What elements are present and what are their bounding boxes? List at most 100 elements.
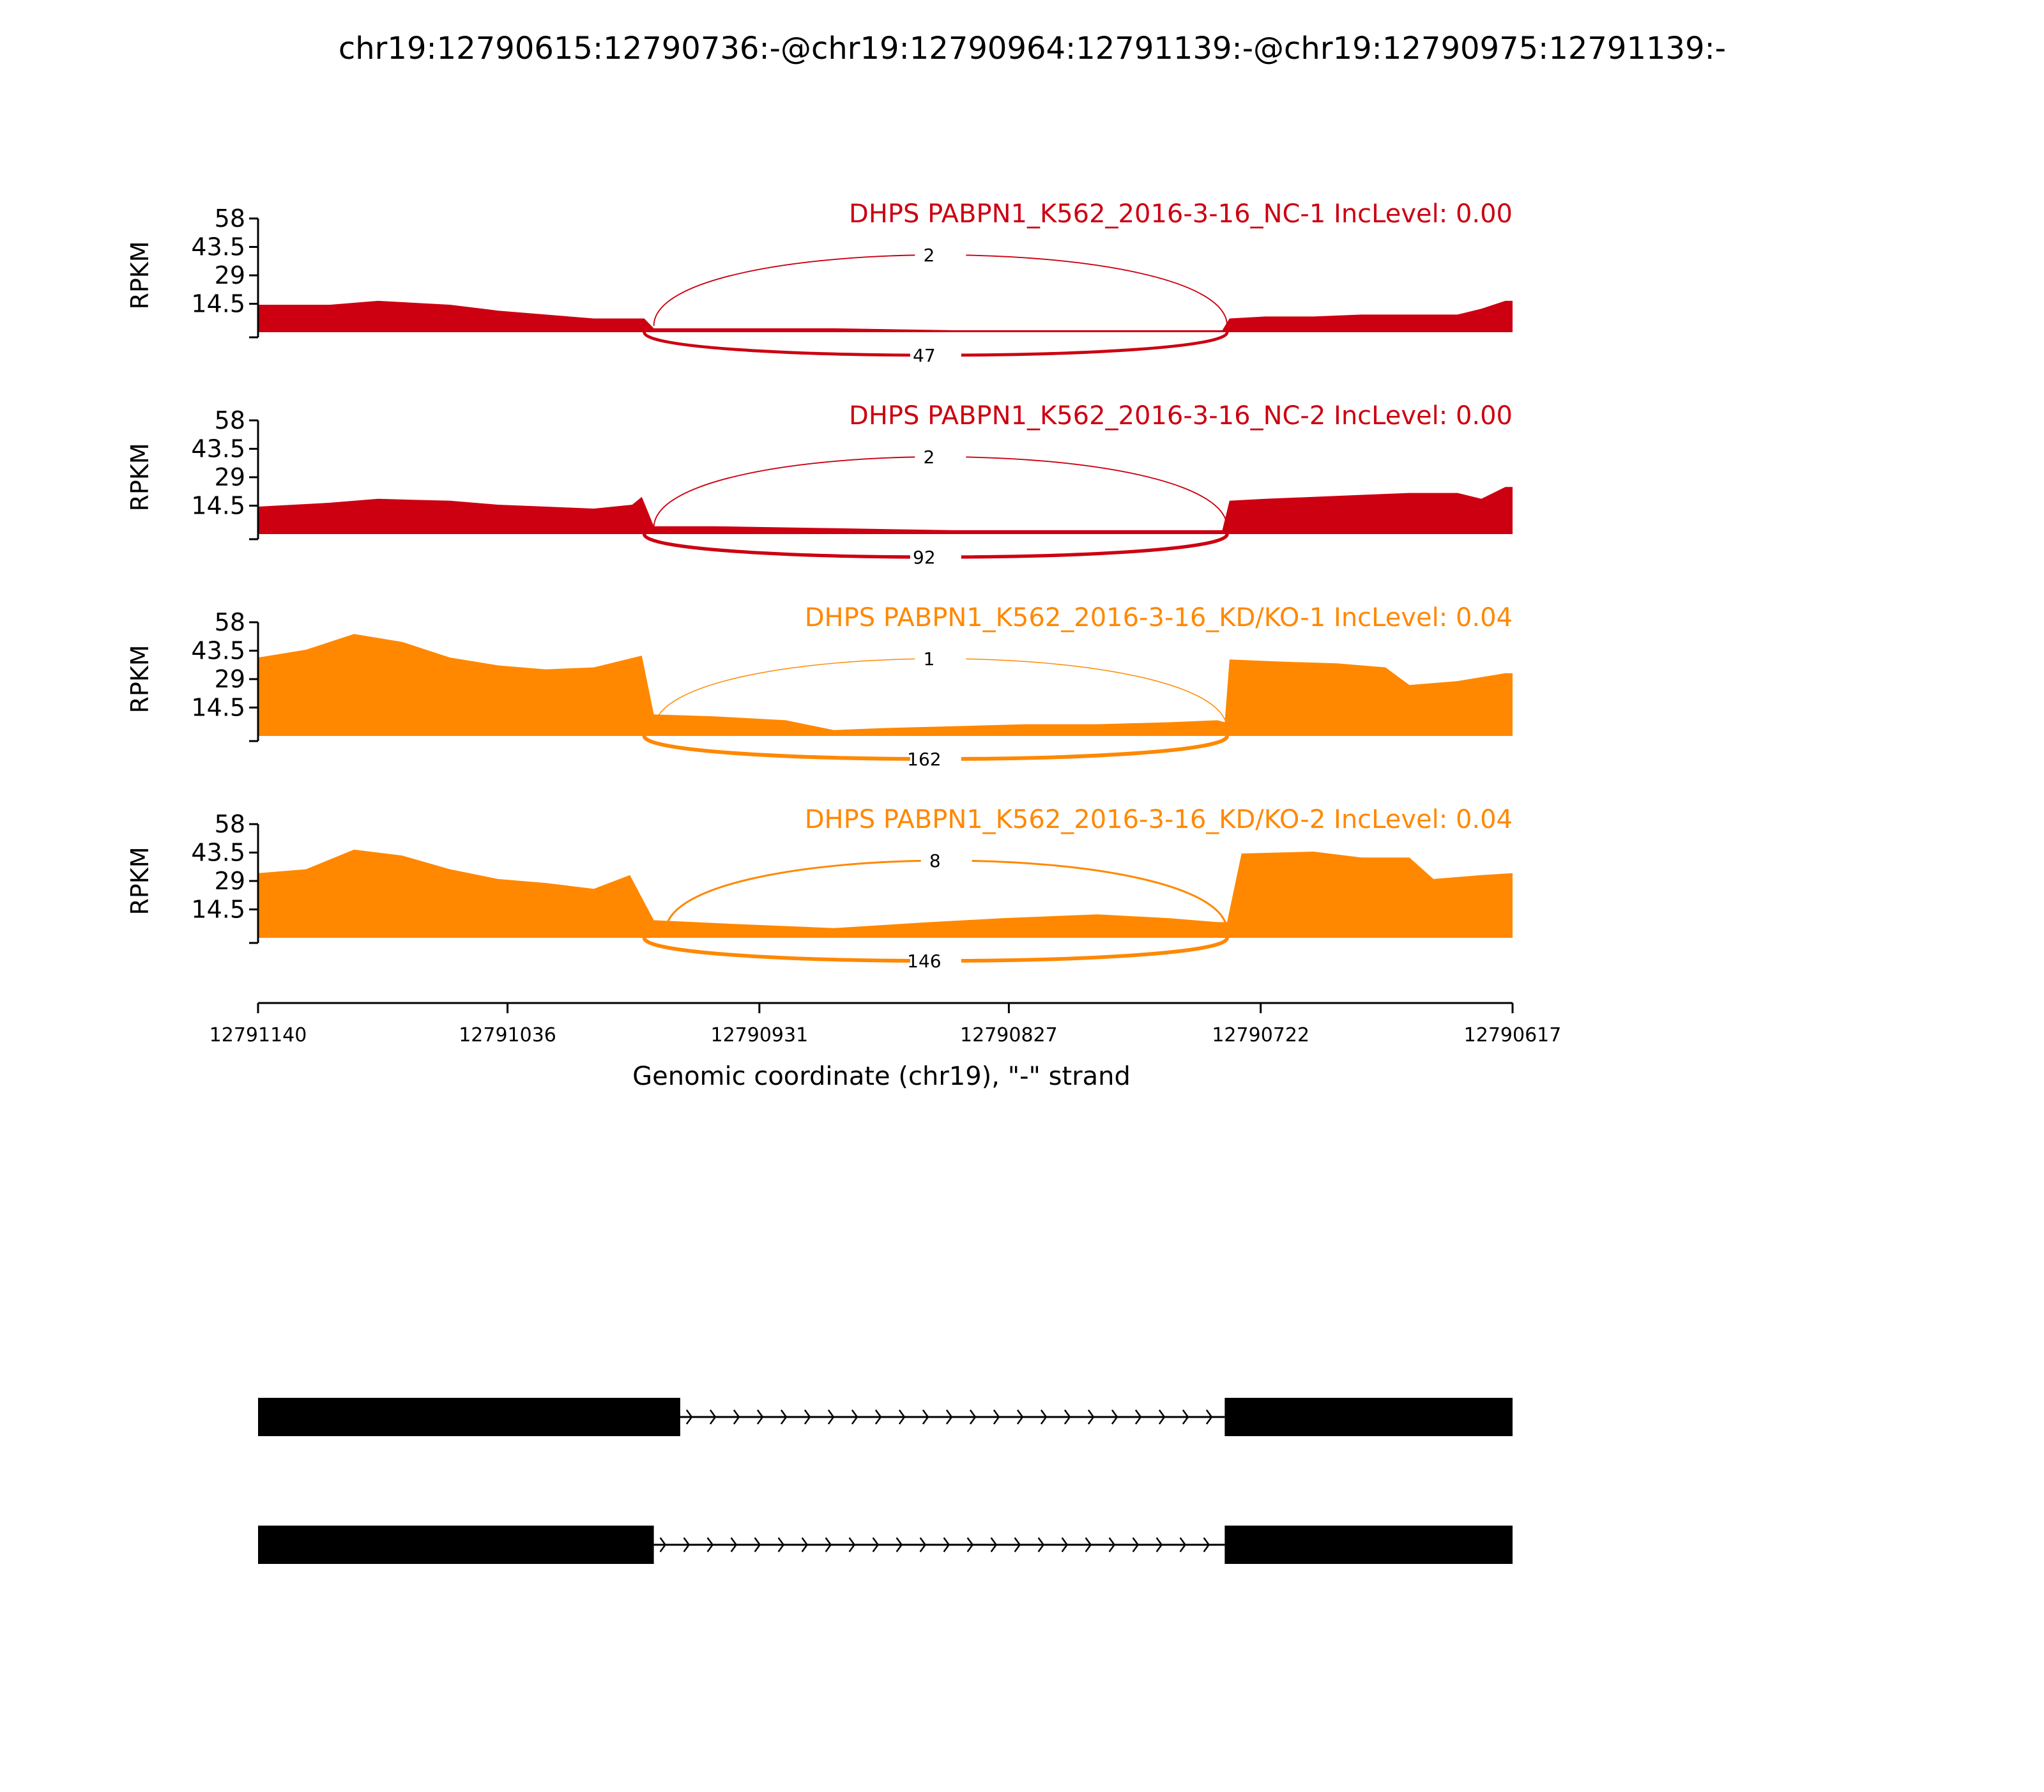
junction-count: 8 [929,850,941,871]
strand-arrow [1205,1409,1213,1425]
junction-count: 2 [923,447,934,468]
y-axis-label: RPKM [126,645,154,713]
coverage-area [258,300,1513,332]
junction-arc: 146 [642,937,1230,974]
junction-arc: 92 [642,533,1229,570]
y-tick-label: 14.5 [191,694,245,722]
strand-arrow [993,1409,1000,1425]
y-tick-label: 58 [215,810,245,838]
junction-count: 92 [913,547,936,568]
junction-count: 2 [923,245,934,266]
strand-arrow [943,1537,950,1552]
y-tick-label: 43.5 [191,839,245,867]
strand-arrow [922,1409,929,1425]
isoform-1 [258,1398,1513,1436]
junction-label-bg [910,544,961,570]
strand-arrow [659,1537,667,1552]
panel-title: DHPS PABPN1_K562_2016-3-16_NC-1 IncLevel… [849,199,1513,229]
x-tick-label: 12791140 [210,1024,307,1046]
isoform-track [258,1398,1513,1564]
junction-label-bg [915,242,966,268]
strand-arrow [990,1537,998,1552]
strand-arrow [1014,1537,1021,1552]
junction-arc: 47 [643,331,1229,368]
coverage-area [258,849,1513,938]
strand-arrow [1158,1409,1166,1425]
strand-arrow [966,1537,974,1552]
y-axis-label: RPKM [126,241,154,309]
junction-label-bg [915,444,966,470]
strand-arrow [754,1537,761,1552]
strand-arrow [851,1409,858,1425]
junction-label-bg [920,848,972,873]
y-tick-label: 14.5 [191,896,245,924]
coverage-area [258,487,1513,534]
strand-arrow [733,1409,740,1425]
y-tick-label: 29 [215,463,245,491]
y-tick-label: 58 [215,204,245,233]
strand-arrow [898,1409,906,1425]
x-axis-label: Genomic coordinate (chr19), "-" strand [632,1062,1131,1091]
junction-label-bg [915,646,966,671]
x-tick-label: 12790931 [710,1024,808,1046]
exon-block [1224,1398,1513,1436]
strand-arrow [969,1409,977,1425]
strand-arrow [730,1537,738,1552]
junction-arc: 2 [653,444,1228,528]
strand-arrow [825,1537,832,1552]
strand-arrow [1179,1537,1187,1552]
y-tick-label: 29 [215,867,245,895]
panel-title: DHPS PABPN1_K562_2016-3-16_KD/KO-1 IncLe… [805,603,1513,632]
strand-arrow [780,1409,788,1425]
strand-arrow [1182,1409,1189,1425]
exon-block [258,1398,680,1436]
coverage-area [258,634,1513,736]
junction-label-bg [910,342,961,368]
junction-count: 47 [913,345,936,366]
strand-arrow [777,1537,785,1552]
strand-arrow [709,1409,717,1425]
panel-title: DHPS PABPN1_K562_2016-3-16_KD/KO-2 IncLe… [805,805,1513,834]
figure-title: chr19:12790615:12790736:-@chr19:12790964… [339,31,1726,66]
junction-count: 162 [907,749,941,770]
junction-arc: 2 [653,242,1228,326]
strand-arrow [1016,1409,1024,1425]
y-axis-label: RPKM [126,443,154,511]
strand-arrow [1132,1537,1140,1552]
junction-label-bg [910,948,961,974]
x-tick-label: 12790617 [1464,1024,1562,1046]
y-tick-label: 29 [215,665,245,693]
strand-arrow [1155,1537,1163,1552]
strand-arrow [1040,1409,1048,1425]
y-tick-label: 43.5 [191,637,245,665]
y-tick-label: 43.5 [191,233,245,261]
exon-block [258,1526,654,1564]
x-tick-label: 12791036 [459,1024,556,1046]
exon-block [1224,1526,1513,1564]
strand-arrow [706,1537,714,1552]
strand-arrow [683,1537,690,1552]
junction-label-bg [910,746,961,772]
strand-arrow [685,1409,693,1425]
junction-count: 146 [907,951,941,972]
y-tick-label: 58 [215,608,245,636]
strand-arrow [1085,1537,1092,1552]
strand-arrow [756,1409,764,1425]
junction-arc: 162 [642,735,1230,772]
strand-arrow [945,1409,953,1425]
x-axis: 12791140 12791036 12790931 12790827 12790722… [210,1002,1562,1046]
y-tick-label: 43.5 [191,435,245,463]
strand-arrow [1037,1537,1045,1552]
y-tick-label: 14.5 [191,290,245,318]
strand-arrow [801,1537,809,1552]
y-tick-label: 29 [215,261,245,289]
junction-arc: 1 [653,646,1228,730]
strand-arrow [1064,1409,1071,1425]
isoform-2 [258,1526,1513,1564]
